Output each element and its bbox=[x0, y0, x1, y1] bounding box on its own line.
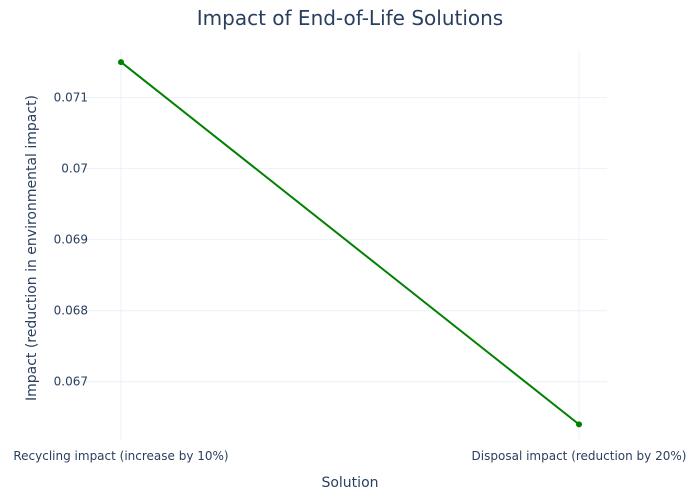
x-tick-label: Disposal impact (reduction by 20%) bbox=[472, 449, 687, 463]
series-layer bbox=[118, 59, 582, 428]
data-point[interactable] bbox=[576, 421, 582, 428]
y-tick-label: 0.07 bbox=[61, 162, 88, 176]
y-tick-label: 0.068 bbox=[54, 304, 88, 318]
x-axis-title: Solution bbox=[321, 475, 378, 491]
y-tick-label: 0.071 bbox=[54, 91, 88, 105]
y-axis-title: Impact (reduction in environmental impac… bbox=[24, 95, 40, 401]
grid-layer bbox=[80, 50, 607, 440]
chart-title: Impact of End-of-Life Solutions bbox=[197, 6, 503, 30]
y-tick-label: 0.069 bbox=[54, 233, 88, 247]
data-point[interactable] bbox=[118, 59, 124, 66]
y-tick-label: 0.067 bbox=[54, 375, 88, 389]
series-line bbox=[120, 61, 580, 426]
x-tick-label: Recycling impact (increase by 10%) bbox=[13, 449, 228, 463]
tick-label-layer: 0.067 0.068 0.069 0.07 0.071 Recycling impact… bbox=[13, 91, 686, 463]
